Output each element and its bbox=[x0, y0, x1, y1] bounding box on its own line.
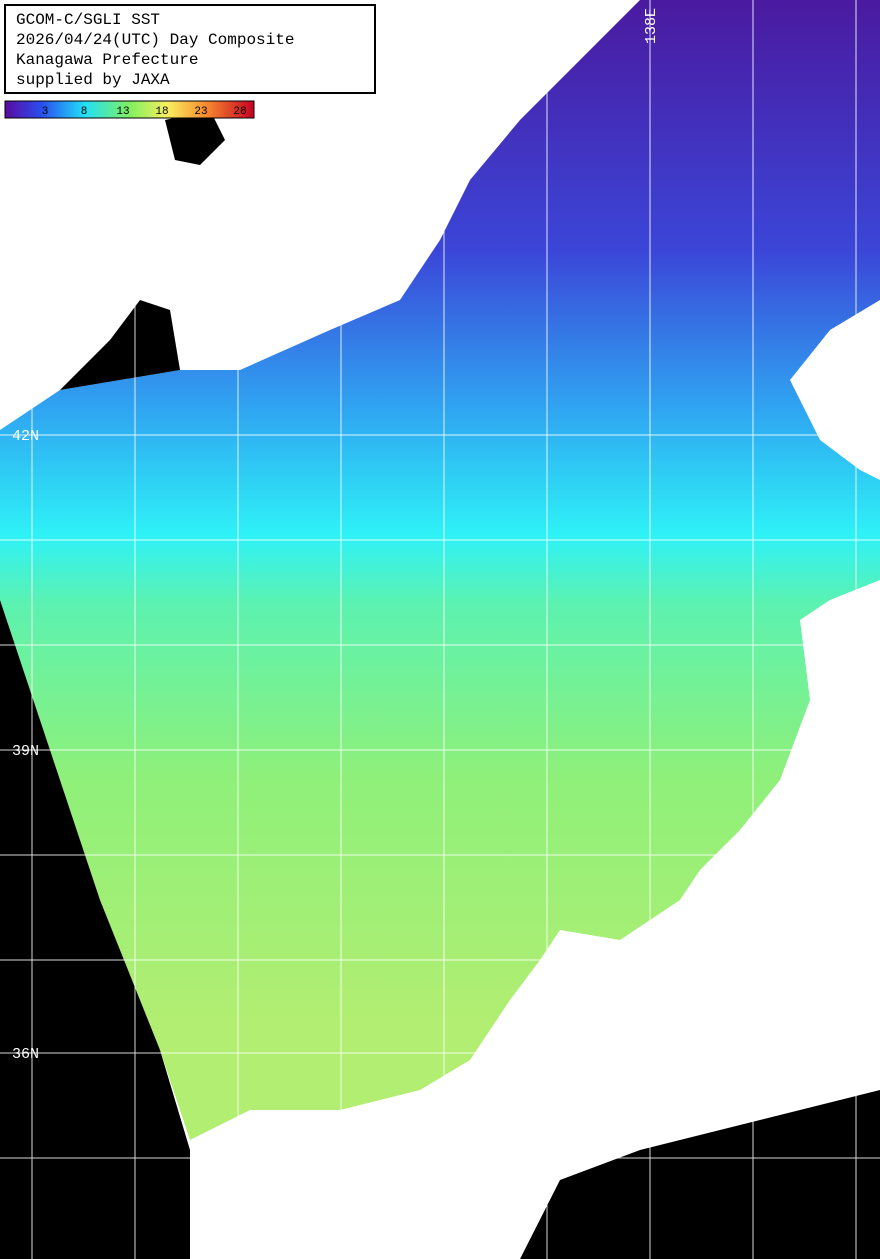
lat-label: 39N bbox=[12, 743, 39, 760]
cloud bbox=[60, 300, 180, 390]
header-line: 2026/04/24(UTC) Day Composite bbox=[16, 31, 294, 49]
cloud bbox=[520, 1090, 880, 1259]
header-box bbox=[4, 4, 376, 94]
colorbar-tick-label: 13 bbox=[116, 106, 129, 118]
colorbar-ticks: 3 8 13 18 23 28 bbox=[42, 106, 247, 118]
colorbar-tick-label: 18 bbox=[155, 106, 168, 118]
lat-label: 36N bbox=[12, 1046, 39, 1063]
colorbar-tick-label: 3 bbox=[42, 106, 49, 118]
colorbar-tick-label: 28 bbox=[233, 106, 246, 118]
colorbar-tick-label: 8 bbox=[81, 106, 88, 118]
cloud bbox=[165, 110, 225, 165]
colorbar-tick-label: 23 bbox=[194, 106, 207, 118]
no-data bbox=[0, 600, 190, 1259]
header-line: Kanagawa Prefecture bbox=[16, 51, 198, 69]
header-line: GCOM-C/SGLI SST bbox=[16, 11, 160, 29]
colorbar bbox=[4, 100, 255, 119]
header-line: supplied by JAXA bbox=[16, 71, 170, 89]
lon-label: 138E bbox=[643, 8, 660, 44]
lat-label: 42N bbox=[12, 428, 39, 445]
